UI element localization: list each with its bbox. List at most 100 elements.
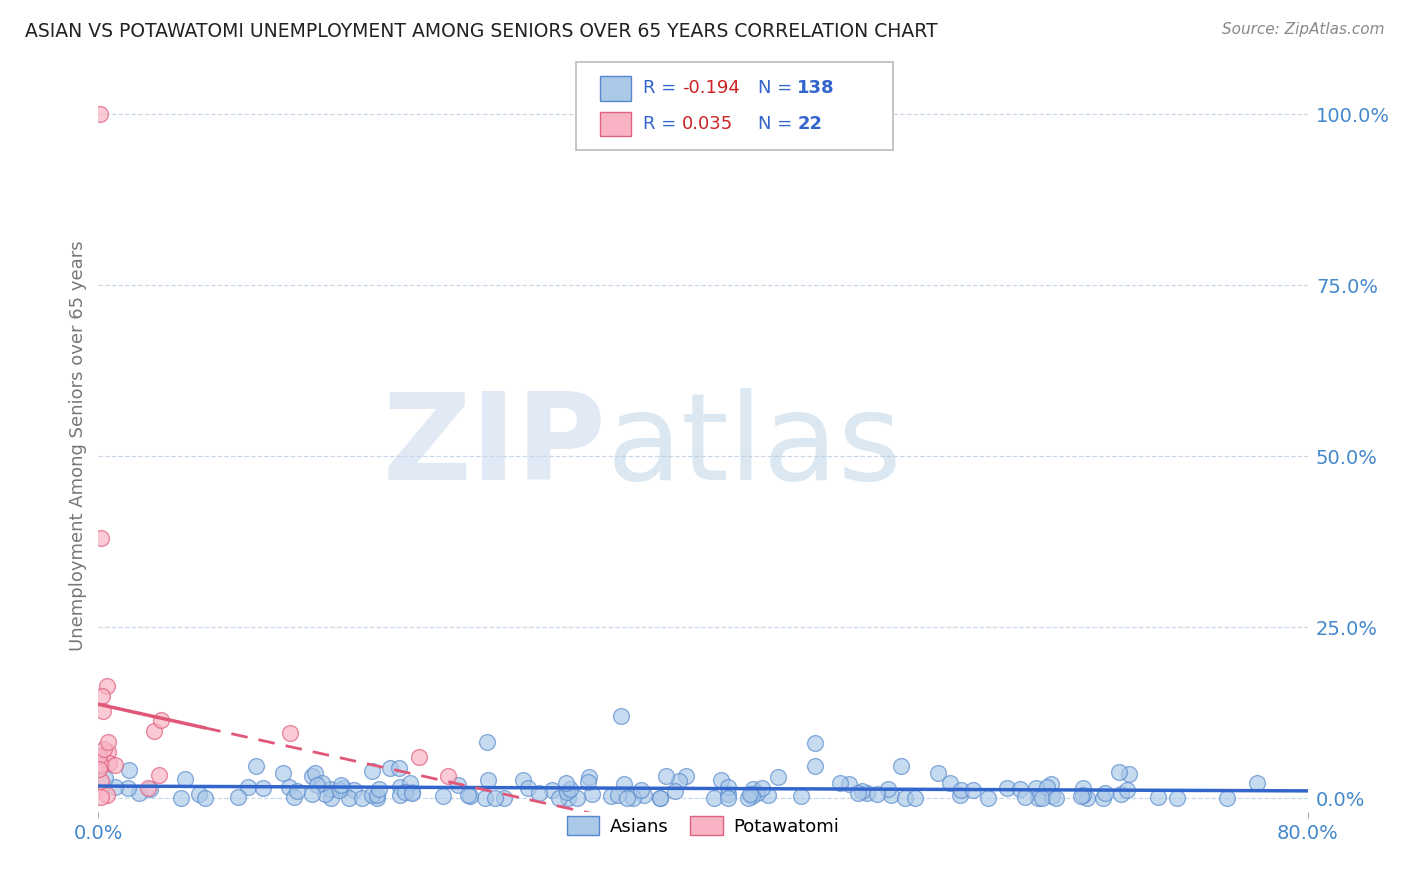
Point: [962, 782, 984, 797]
Point: [174, 772, 197, 786]
Point: [305, 778, 328, 792]
Point: [717, 780, 740, 794]
Point: [1014, 789, 1036, 804]
Point: [226, 789, 249, 804]
Point: [394, 785, 416, 799]
Point: [361, 764, 384, 779]
Point: [751, 781, 773, 796]
Point: [117, 780, 139, 795]
Point: [96, 679, 118, 693]
Point: [94, 772, 117, 786]
Point: [138, 782, 160, 797]
Point: [995, 781, 1018, 796]
Point: [1094, 786, 1116, 800]
Point: [90, 531, 112, 545]
Point: [527, 786, 550, 800]
Point: [150, 713, 173, 727]
Point: [89, 748, 111, 763]
Point: [737, 791, 759, 805]
Point: [378, 761, 401, 775]
Point: [851, 784, 873, 798]
Point: [321, 791, 343, 805]
Point: [328, 783, 350, 797]
Text: ASIAN VS POTAWATOMI UNEMPLOYMENT AMONG SENIORS OVER 65 YEARS CORRELATION CHART: ASIAN VS POTAWATOMI UNEMPLOYMENT AMONG S…: [25, 22, 938, 41]
Text: 0.035: 0.035: [682, 115, 733, 133]
Point: [458, 789, 481, 803]
Point: [804, 736, 827, 750]
Point: [790, 789, 813, 803]
Point: [633, 788, 655, 802]
Point: [745, 786, 768, 800]
Point: [1071, 781, 1094, 796]
Point: [474, 791, 496, 805]
Legend: Asians, Potawatomi: Asians, Potawatomi: [560, 809, 846, 843]
Point: [170, 790, 193, 805]
Point: [128, 785, 150, 799]
Point: [927, 765, 949, 780]
Point: [650, 791, 672, 805]
Point: [1008, 781, 1031, 796]
Point: [319, 781, 342, 796]
Point: [949, 788, 972, 802]
Point: [273, 766, 295, 780]
Point: [90, 690, 112, 704]
Point: [548, 791, 571, 805]
Point: [702, 791, 724, 805]
Point: [1215, 791, 1237, 805]
Point: [555, 785, 578, 799]
Point: [457, 788, 479, 802]
Point: [238, 780, 260, 794]
Point: [90, 774, 112, 789]
Point: [148, 768, 170, 782]
Point: [93, 741, 115, 756]
Point: [389, 780, 412, 795]
Point: [283, 790, 305, 805]
Point: [1116, 783, 1139, 797]
Point: [560, 782, 582, 797]
Point: [142, 723, 165, 738]
Point: [1246, 775, 1268, 789]
Point: [613, 777, 636, 791]
Point: [1070, 789, 1092, 804]
Point: [740, 787, 762, 801]
Point: [136, 781, 159, 796]
Point: [668, 773, 690, 788]
Point: [278, 726, 301, 740]
Point: [484, 791, 506, 805]
Point: [557, 791, 579, 805]
Point: [600, 789, 623, 803]
Point: [877, 781, 900, 796]
Point: [675, 769, 697, 783]
Point: [97, 756, 120, 770]
Point: [97, 734, 120, 748]
Point: [343, 782, 366, 797]
Text: 22: 22: [797, 115, 823, 133]
Point: [541, 782, 564, 797]
Point: [337, 791, 360, 805]
Point: [848, 786, 870, 800]
Point: [252, 781, 274, 796]
Point: [880, 788, 903, 802]
Point: [512, 773, 534, 788]
Point: [187, 787, 209, 801]
Point: [648, 791, 671, 805]
Point: [245, 759, 267, 773]
Point: [89, 107, 111, 121]
Point: [366, 791, 388, 805]
Point: [893, 790, 915, 805]
Point: [477, 772, 499, 787]
Point: [1045, 791, 1067, 805]
Point: [301, 787, 323, 801]
Point: [655, 769, 678, 783]
Point: [664, 784, 686, 798]
Point: [938, 776, 960, 790]
Point: [621, 791, 644, 805]
Text: N =: N =: [758, 115, 797, 133]
Point: [90, 758, 112, 772]
Point: [401, 785, 423, 799]
Point: [1025, 781, 1047, 796]
Point: [1109, 787, 1132, 801]
Point: [828, 776, 851, 790]
Point: [717, 791, 740, 805]
Point: [96, 789, 118, 803]
